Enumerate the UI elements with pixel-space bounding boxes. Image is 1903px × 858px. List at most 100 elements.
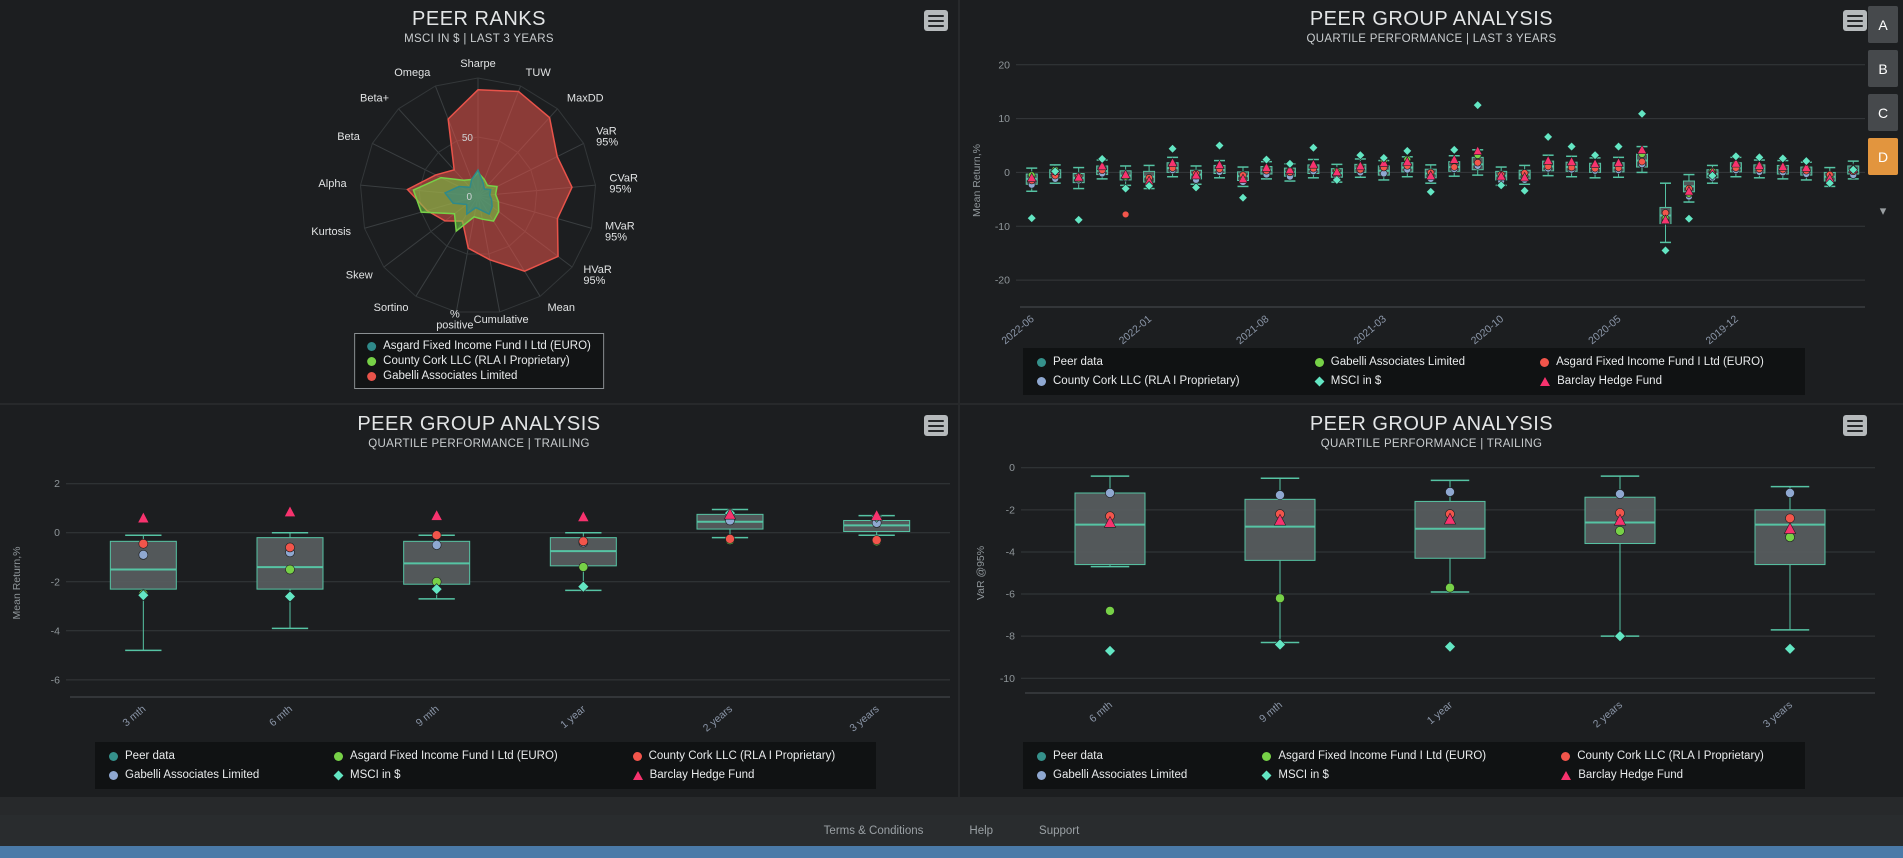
tab-c[interactable]: C	[1868, 94, 1898, 131]
legend-item[interactable]: MSCI in $	[333, 769, 585, 781]
legend-item[interactable]: Peer data	[109, 750, 286, 762]
svg-text:0: 0	[1004, 167, 1010, 179]
data-point	[1355, 160, 1366, 171]
legend-item[interactable]: MSCI in $	[1314, 375, 1492, 387]
y-axis-title: VaR @95%	[975, 546, 987, 600]
legend-item[interactable]: County Cork LLC (RLA I Proprietary)	[632, 750, 862, 762]
svg-text:%positive: % positive	[436, 308, 473, 331]
svg-text:-6: -6	[51, 674, 60, 686]
legend-label: MSCI in $	[350, 769, 401, 781]
legend-label: County Cork LLC (RLA I Proprietary)	[648, 750, 836, 762]
tab-a[interactable]: A	[1868, 6, 1898, 43]
legend-item[interactable]: Gabelli Associates Limited	[109, 769, 286, 781]
data-point	[1445, 487, 1455, 497]
legend-item[interactable]: Gabelli Associates Limited	[1037, 769, 1214, 781]
legend-label: Asgard Fixed Income Fund I Ltd (EURO)	[1556, 356, 1764, 368]
peer-group-monthly-panel: 20 10 0 -10 -20 Mean Return,% 2022-06 2022-01 20…	[960, 0, 1903, 403]
legend-item[interactable]: Asgard Fixed Income Fund I Ltd (EURO)	[334, 750, 585, 762]
chart-context-menu-icon[interactable]	[1843, 415, 1867, 436]
legend-label: County Cork LLC (RLA I Proprietary)	[383, 355, 570, 367]
data-point	[1496, 180, 1507, 191]
data-point	[1237, 173, 1249, 184]
legend-item[interactable]: County Cork LLC (RLA I Proprietary)	[1561, 750, 1791, 762]
data-point	[1104, 644, 1116, 657]
circle-marker-icon	[109, 751, 118, 761]
svg-text:0: 0	[1009, 462, 1015, 474]
circle-marker-icon	[1037, 751, 1046, 761]
tab-d[interactable]: D	[1868, 138, 1898, 175]
panel-subtitle: QUARTILE PERFORMANCE | LAST 3 YEARS	[1306, 33, 1557, 45]
data-point	[1783, 522, 1797, 534]
svg-text:-6: -6	[1006, 589, 1015, 601]
legend-item[interactable]: Barclay Hedge Fund	[1540, 375, 1791, 387]
legend-item[interactable]: Barclay Hedge Fund	[632, 769, 862, 781]
chart-context-menu-icon[interactable]	[924, 10, 948, 31]
data-point	[1785, 488, 1795, 498]
chart-legend: Peer data County Cork LLC (RLA I Propriet…	[1023, 348, 1805, 395]
data-point	[1785, 513, 1795, 524]
help-link[interactable]: Help	[969, 824, 994, 837]
legend-item[interactable]: Asgard Fixed Income Fund I Ltd (EURO)	[367, 340, 591, 352]
svg-text:2021-03: 2021-03	[1352, 313, 1389, 347]
legend-label: Barclay Hedge Fund	[1557, 375, 1662, 387]
svg-text:-2: -2	[1006, 504, 1015, 516]
panel-title: PEER GROUP ANALYSIS	[1309, 413, 1554, 435]
data-point	[1683, 185, 1695, 196]
chart-context-menu-icon[interactable]	[924, 415, 948, 436]
tab-b[interactable]: B	[1868, 50, 1898, 87]
data-point	[1730, 157, 1741, 168]
data-point	[1402, 146, 1413, 156]
tabs-collapse-caret-icon[interactable]: ▾	[1879, 203, 1887, 218]
terms-link[interactable]: Terms & Conditions	[823, 824, 924, 837]
circle-marker-icon	[334, 751, 344, 761]
panel-title: PEER GROUP ANALYSIS	[357, 413, 601, 435]
data-point	[1778, 153, 1788, 164]
legend-item[interactable]: Asgard Fixed Income Fund I Ltd (EURO)	[1540, 356, 1791, 368]
data-point	[1449, 154, 1460, 164]
legend-item[interactable]: Asgard Fixed Income Fund I Ltd (EURO)	[1262, 750, 1513, 762]
data-point	[1590, 150, 1600, 161]
triangle-marker-icon	[632, 770, 643, 780]
bottom-accent-bar	[0, 846, 1903, 858]
legend-item[interactable]: County Cork LLC (RLA I Proprietary)	[367, 355, 591, 367]
svg-text:Cumulative: Cumulative	[474, 314, 529, 326]
box	[1074, 492, 1146, 566]
legend-label: Asgard Fixed Income Fund I Ltd (EURO)	[383, 340, 591, 352]
data-point	[1754, 159, 1765, 170]
legend-item[interactable]: Gabelli Associates Limited	[1314, 356, 1492, 368]
footer: Terms & Conditions Help Support	[0, 815, 1903, 846]
scatter-series	[138, 515, 882, 560]
svg-text:1 year: 1 year	[1425, 699, 1455, 727]
svg-text:2: 2	[54, 478, 60, 490]
support-link[interactable]: Support	[1039, 824, 1080, 837]
legend-item[interactable]: Peer data	[1037, 356, 1267, 368]
legend-item[interactable]: Barclay Hedge Fund	[1561, 769, 1791, 781]
radar-scale-label: 0	[466, 192, 472, 203]
legend-item[interactable]: MSCI in $	[1261, 769, 1513, 781]
data-point	[871, 535, 882, 545]
data-point	[430, 583, 443, 596]
legend-item[interactable]: Peer data	[1037, 750, 1214, 762]
legend-label: Gabelli Associates Limited	[1053, 769, 1188, 781]
data-point	[1425, 170, 1436, 180]
data-point	[1285, 158, 1295, 169]
legend-item[interactable]: County Cork LLC (RLA I Proprietary)	[1037, 375, 1267, 387]
panel-subtitle: MSCI IN $ | LAST 3 YEARS	[404, 33, 554, 45]
svg-text:Mean: Mean	[547, 302, 575, 314]
data-point	[1638, 157, 1646, 166]
data-point	[723, 507, 737, 520]
data-point	[1120, 183, 1131, 194]
data-point	[431, 530, 442, 540]
legend-item[interactable]: Gabelli Associates Limited	[367, 370, 591, 382]
chart-context-menu-icon[interactable]	[1843, 10, 1867, 31]
data-point	[137, 589, 150, 602]
svg-text:TUW: TUW	[526, 67, 552, 79]
svg-text:6 mth: 6 mth	[1087, 699, 1115, 725]
svg-text:2021-08: 2021-08	[1234, 313, 1271, 347]
data-point	[1474, 159, 1482, 167]
data-point	[1566, 141, 1577, 152]
data-point	[1402, 156, 1413, 166]
svg-text:9 mth: 9 mth	[1257, 699, 1285, 725]
